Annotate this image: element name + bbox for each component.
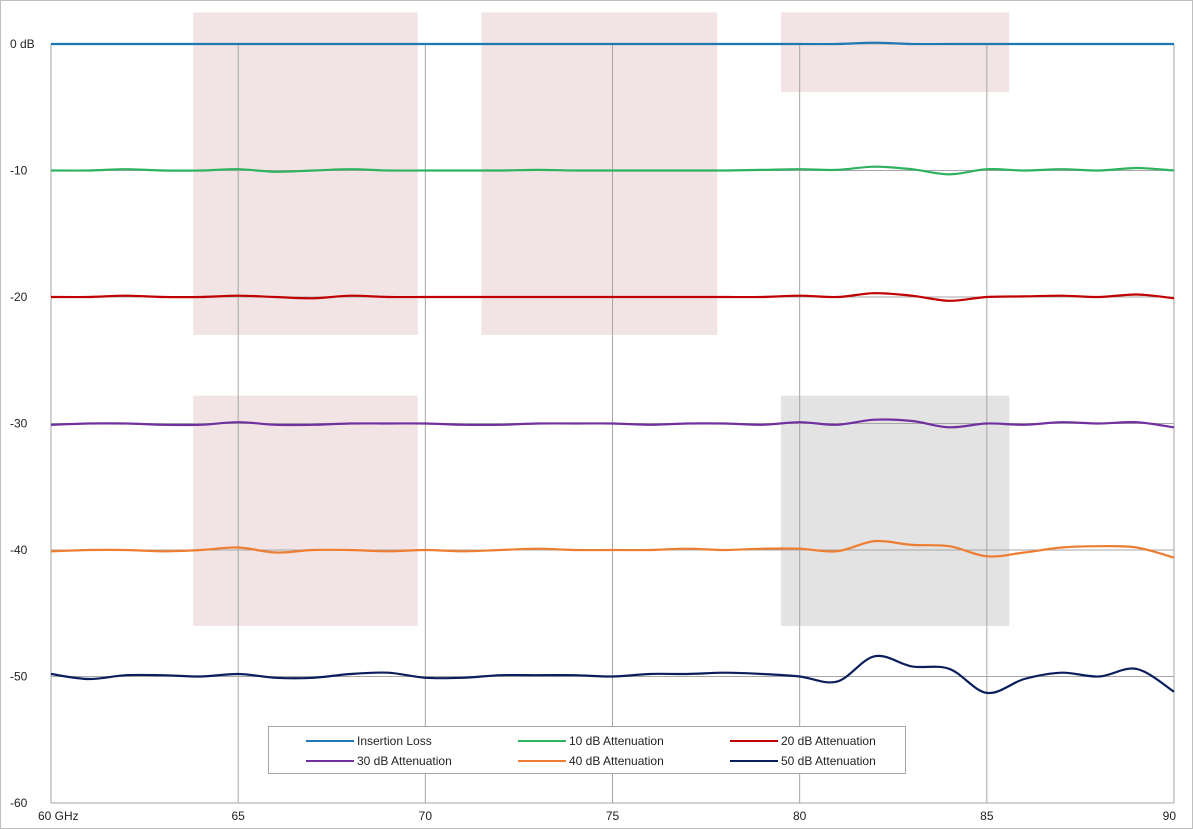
- y-tick-label: -10: [10, 164, 28, 178]
- highlight-region-4: [193, 395, 418, 626]
- legend-label: 20 dB Attenuation: [781, 734, 876, 748]
- y-tick-label: -60: [10, 796, 28, 810]
- series-line-40-db-attenuation: [50, 539, 1175, 559]
- x-tick-label: 85: [980, 809, 994, 823]
- legend-item: 30 dB Attenuation: [306, 753, 452, 769]
- legend-label: 30 dB Attenuation: [357, 754, 452, 768]
- legend-swatch: [518, 760, 566, 762]
- highlight-region-5: [780, 395, 1010, 626]
- legend-swatch: [730, 740, 778, 742]
- legend-item: 20 dB Attenuation: [730, 733, 876, 749]
- y-tick-label: -50: [10, 670, 28, 684]
- legend-swatch: [730, 760, 778, 762]
- legend-item: 10 dB Attenuation: [518, 733, 664, 749]
- legend-label: 50 dB Attenuation: [781, 754, 876, 768]
- x-tick-label: 75: [606, 809, 620, 823]
- x-tick-label: 80: [793, 809, 807, 823]
- y-tick-label: -40: [10, 543, 28, 557]
- series-line-insertion-loss: [50, 41, 1174, 46]
- y-tick-label: -20: [10, 290, 28, 304]
- legend-swatch: [306, 760, 354, 762]
- highlight-region-1: [193, 12, 418, 335]
- legend-label: 40 dB Attenuation: [569, 754, 664, 768]
- legend-label: Insertion Loss: [357, 734, 432, 748]
- legend-item: 40 dB Attenuation: [518, 753, 664, 769]
- legend-swatch: [306, 740, 354, 742]
- legend-label: 10 dB Attenuation: [569, 734, 664, 748]
- legend-item: 50 dB Attenuation: [730, 753, 876, 769]
- highlight-region-3: [780, 12, 1010, 93]
- x-tick-label: 65: [231, 809, 245, 823]
- legend-item: Insertion Loss: [306, 733, 432, 749]
- y-tick-label: 0 dB: [10, 37, 35, 51]
- series-line-10-db-attenuation: [50, 165, 1175, 176]
- series-line-20-db-attenuation: [50, 292, 1175, 302]
- x-tick-label: 90: [1163, 809, 1177, 823]
- legend: Insertion Loss 10 dB Attenuation 20 dB Att…: [268, 726, 906, 774]
- y-tick-label: -30: [10, 417, 28, 431]
- highlight-region-2: [481, 12, 718, 335]
- legend-swatch: [518, 740, 566, 742]
- series-line-30-db-attenuation: [50, 418, 1175, 429]
- x-tick-label: 70: [419, 809, 433, 823]
- series-line-50-db-attenuation: [50, 654, 1175, 695]
- x-tick-label: 60 GHz: [38, 809, 79, 823]
